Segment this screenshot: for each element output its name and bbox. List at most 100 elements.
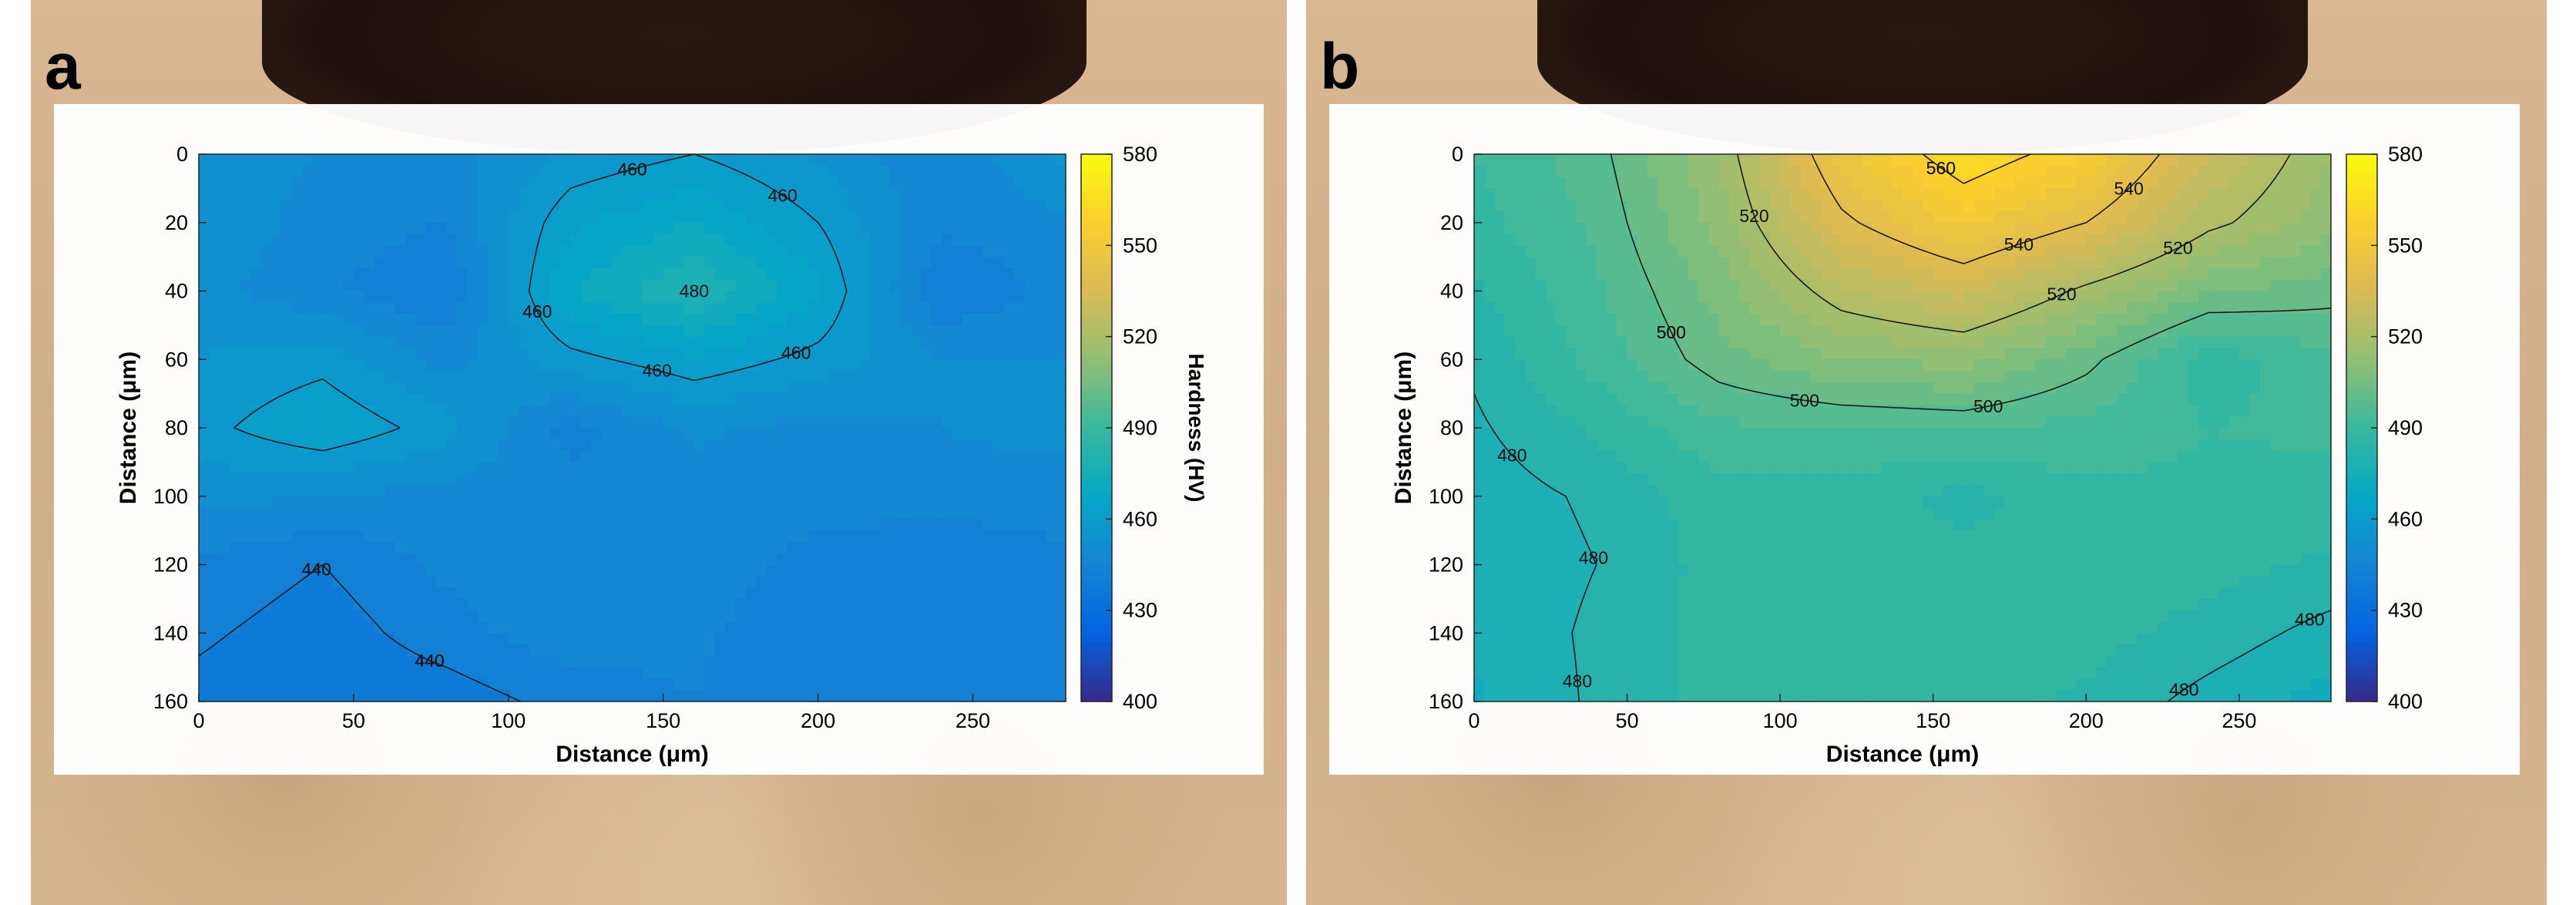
contour-cell [364, 576, 375, 588]
contour-cell [1034, 633, 1046, 645]
contour-cell [529, 188, 540, 200]
contour-cell [1014, 541, 1026, 554]
contour-cell [1003, 416, 1015, 429]
contour-cell [1014, 519, 1026, 531]
contour-cell [942, 359, 953, 372]
contour-cell [725, 382, 737, 395]
contour-cell [333, 598, 344, 611]
contour-cell [879, 257, 891, 269]
contour-cell [921, 667, 932, 680]
contour-cell [230, 507, 241, 520]
contour-cell [735, 450, 747, 463]
contour-cell [952, 462, 963, 474]
contour-cell [725, 302, 737, 315]
contour-cell [2024, 210, 2036, 224]
contour-cell [415, 621, 427, 634]
contour-cell [2045, 188, 2057, 200]
contour-cell [890, 690, 902, 702]
contour-cell [756, 234, 767, 246]
contour-cell [797, 314, 808, 326]
contour-cell [828, 462, 839, 474]
contour-cell [1678, 210, 1689, 224]
colorbar-tick-label: 460 [1123, 507, 1157, 530]
contour-cell [694, 450, 705, 463]
contour-cell [498, 530, 509, 543]
contour-cell [209, 405, 220, 417]
contour-cell [653, 222, 664, 235]
contour-cell [756, 336, 767, 349]
contour-cell [787, 598, 798, 611]
contour-cell [982, 245, 994, 257]
contour-cell [590, 530, 602, 543]
contour-cell [972, 348, 984, 360]
contour-cell [766, 302, 778, 315]
contour-cell [260, 587, 272, 600]
contour-cell [962, 439, 974, 452]
contour-cell [395, 450, 406, 463]
contour-cell [642, 245, 653, 257]
contour-cell [601, 462, 613, 474]
contour-cell [787, 359, 798, 372]
contour-cell [777, 610, 788, 623]
contour-cell [993, 314, 1005, 326]
contour-cell [395, 234, 406, 246]
contour-cell [580, 519, 592, 531]
contour-cell [632, 393, 643, 406]
contour-cell [683, 667, 695, 680]
contour-cell [322, 610, 334, 623]
contour-cell [405, 279, 416, 292]
contour-cell [735, 564, 747, 577]
contour-cell [1045, 598, 1056, 611]
contour-cell [756, 245, 767, 257]
contour-cell [931, 371, 942, 383]
contour-cell [446, 416, 458, 429]
contour-cell [952, 621, 963, 634]
contour-cell [818, 314, 829, 326]
contour-cell [519, 610, 530, 623]
contour-cell [1923, 154, 1934, 167]
contour-cell [2045, 154, 2057, 167]
y-tick-label: 140 [153, 621, 188, 644]
colorbar-swatch [1081, 186, 1112, 191]
contour-cell [632, 621, 643, 634]
contour-cell [818, 371, 829, 383]
contour-cell [580, 325, 592, 338]
contour-cell [580, 473, 592, 486]
contour-cell [766, 314, 778, 326]
contour-cell [446, 644, 458, 657]
contour-cell [270, 462, 282, 474]
contour-cell [683, 644, 695, 657]
contour-cell [818, 655, 829, 668]
contour-cell [477, 336, 489, 349]
contour-cell [787, 165, 798, 178]
contour-cell [663, 405, 674, 417]
contour-cell [2259, 177, 2271, 189]
contour-cell [395, 690, 406, 702]
contour-cell [838, 610, 850, 623]
contour-cell [642, 416, 653, 429]
contour-cell [714, 382, 726, 395]
contour-cell [353, 325, 364, 338]
contour-cell [498, 644, 509, 657]
contour-cell [2035, 222, 2046, 235]
contour-cell [559, 267, 571, 281]
contour-cell [756, 222, 767, 235]
contour-cell [2147, 222, 2158, 235]
contour-cell [1821, 188, 1832, 200]
contour-cell [456, 234, 468, 246]
contour-cell [2004, 154, 2016, 167]
contour-cell [642, 200, 653, 212]
contour-cell [477, 473, 489, 486]
colorbar-swatch [1081, 697, 1112, 702]
contour-cell [281, 165, 293, 178]
contour-cell [219, 667, 230, 680]
contour-cell [745, 507, 757, 520]
colorbar-swatch [1081, 655, 1112, 661]
contour-cell [498, 519, 509, 531]
contour-cell [766, 598, 778, 611]
contour-cell [281, 553, 293, 566]
contour-cell [508, 267, 519, 281]
contour-cell [1014, 188, 1026, 200]
contour-cell [993, 200, 1005, 212]
contour-cell [632, 154, 643, 167]
